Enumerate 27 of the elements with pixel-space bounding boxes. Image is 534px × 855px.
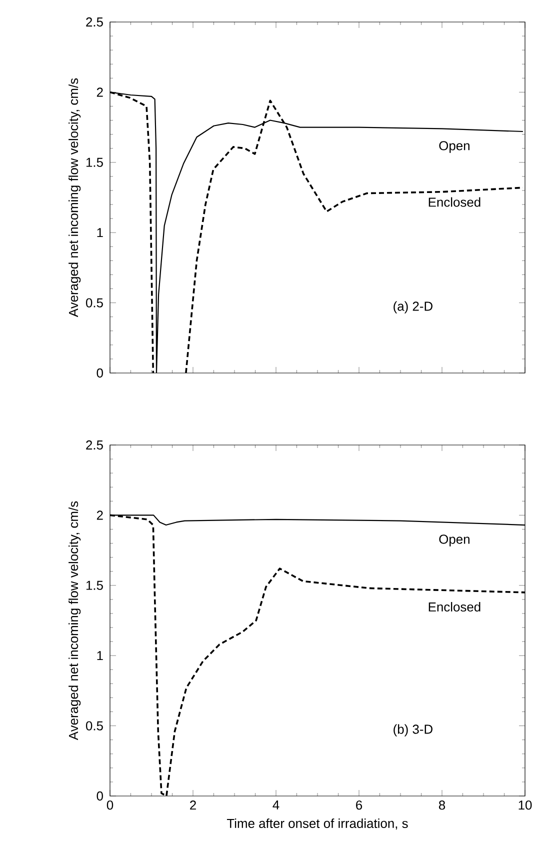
y-tick-label: 1.5 <box>86 580 103 590</box>
x-tick-label: 4 <box>272 800 280 810</box>
y-tick-label: 2 <box>96 88 103 97</box>
y-axis-title: Averaged net incoming flow velocity, cm/s <box>68 78 81 318</box>
y-axis-title: Averaged net incoming flow velocity, cm/s <box>68 501 81 740</box>
series-label: Open <box>439 534 470 546</box>
x-tick-label: 0 <box>106 800 114 810</box>
y-tick-label: 0 <box>96 368 103 378</box>
y-tick-label: 2 <box>96 510 103 520</box>
y-tick-label: 1 <box>97 651 103 660</box>
y-tick-label: 0.5 <box>86 298 103 308</box>
y-tick-label: 1 <box>97 228 103 238</box>
series-label: Open <box>439 141 470 153</box>
series-label: Enclosed <box>428 602 480 612</box>
y-tick-label: 0 <box>96 791 103 801</box>
y-tick-label: 1.5 <box>86 158 103 167</box>
x-tick-label: 10 <box>518 800 532 810</box>
y-tick-label: 0.5 <box>86 721 103 730</box>
text: (a) 2-D <box>394 301 432 314</box>
x-tick-label: 8 <box>438 800 446 810</box>
x-axis-title: Time after onset of irradiation, s <box>226 818 408 830</box>
x-tick-label: 2 <box>190 800 196 810</box>
x-tick-label: 6 <box>356 800 362 810</box>
y-tick-label: 2.5 <box>86 440 103 450</box>
series-label: Enclosed <box>428 197 480 207</box>
text: (b) 3-D <box>394 724 432 736</box>
y-tick-label: 2.5 <box>86 17 103 27</box>
